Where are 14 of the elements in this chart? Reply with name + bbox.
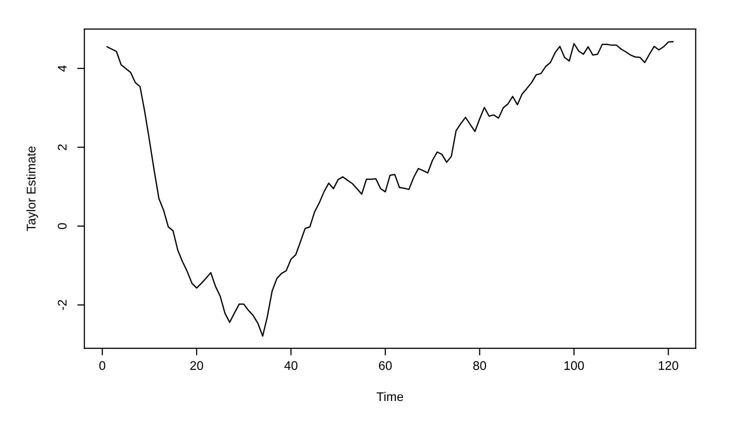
y-tick-label: 0	[58, 223, 67, 230]
y-axis-title: Taylor Estimate	[26, 146, 38, 232]
x-axis-title: Time	[376, 392, 404, 402]
line-series	[106, 41, 674, 337]
x-tick-label: 60	[378, 361, 392, 370]
x-tick-label: 0	[99, 361, 106, 370]
x-tick-label: 80	[473, 361, 486, 370]
x-tick-label: 100	[564, 361, 584, 370]
y-tick-label: -2	[58, 300, 67, 310]
x-tick-label: 40	[284, 361, 298, 370]
x-tick-label: 120	[658, 361, 678, 370]
y-tick-label: 4	[58, 65, 67, 72]
x-tick-label: 20	[190, 361, 204, 370]
y-tick-label: 2	[58, 144, 67, 150]
